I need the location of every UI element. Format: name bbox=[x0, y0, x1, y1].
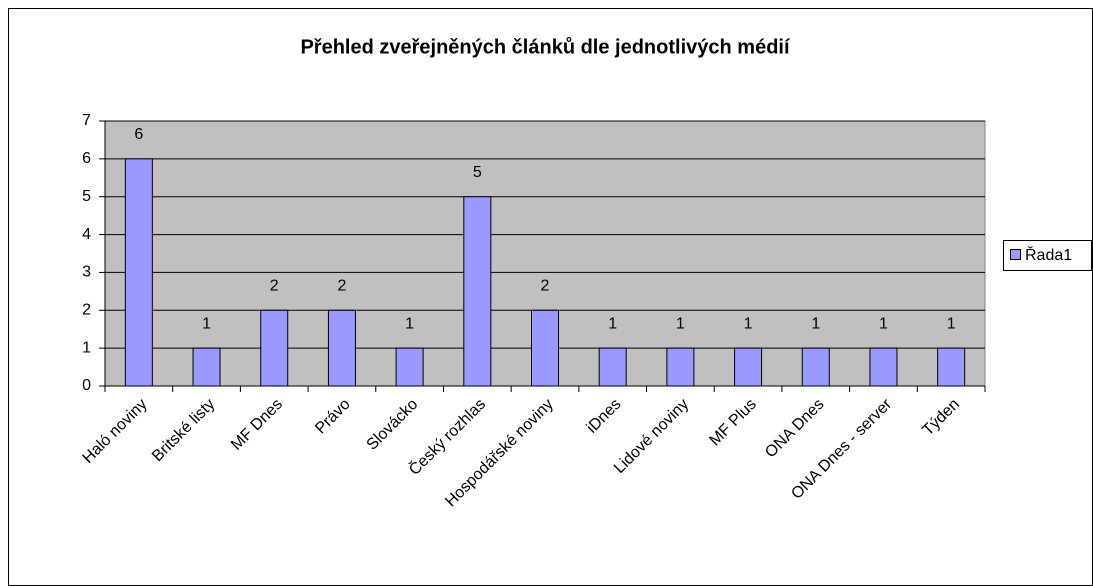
value-label: 1 bbox=[405, 315, 414, 332]
y-tick-label: 0 bbox=[82, 377, 91, 394]
legend-swatch bbox=[1010, 249, 1021, 260]
bar bbox=[463, 196, 492, 387]
bar bbox=[598, 347, 627, 387]
value-label: 6 bbox=[134, 126, 143, 143]
bar bbox=[666, 347, 695, 387]
value-label: 1 bbox=[676, 315, 685, 332]
y-tick-label: 1 bbox=[82, 339, 91, 356]
y-tick-label: 4 bbox=[82, 226, 91, 243]
bar bbox=[531, 309, 559, 387]
bar bbox=[734, 347, 763, 387]
legend-box bbox=[1003, 240, 1092, 271]
bar bbox=[395, 347, 424, 387]
bar bbox=[869, 347, 898, 387]
bar bbox=[327, 309, 356, 387]
y-tick-label: 6 bbox=[82, 150, 91, 167]
value-label: 1 bbox=[811, 315, 820, 332]
y-tick-label: 2 bbox=[82, 302, 91, 319]
value-label: 1 bbox=[202, 315, 211, 332]
y-tick-label: 7 bbox=[82, 112, 91, 129]
value-label: 2 bbox=[337, 278, 346, 295]
value-label: 1 bbox=[947, 315, 956, 332]
value-label: 1 bbox=[608, 315, 617, 332]
bar bbox=[801, 347, 830, 387]
value-label: 1 bbox=[744, 315, 753, 332]
value-label: 1 bbox=[879, 315, 888, 332]
value-label: 2 bbox=[541, 278, 550, 295]
bar bbox=[124, 158, 153, 387]
y-tick-label: 3 bbox=[82, 264, 91, 281]
legend-label: Řada1 bbox=[1025, 245, 1072, 264]
y-tick-label: 5 bbox=[82, 188, 91, 205]
value-label: 5 bbox=[473, 164, 482, 181]
bar bbox=[260, 309, 289, 387]
chart-title: Přehled zveřejněných článků dle jednotli… bbox=[300, 36, 790, 58]
value-label: 2 bbox=[270, 278, 279, 295]
bar bbox=[937, 347, 966, 387]
bar bbox=[192, 347, 221, 387]
